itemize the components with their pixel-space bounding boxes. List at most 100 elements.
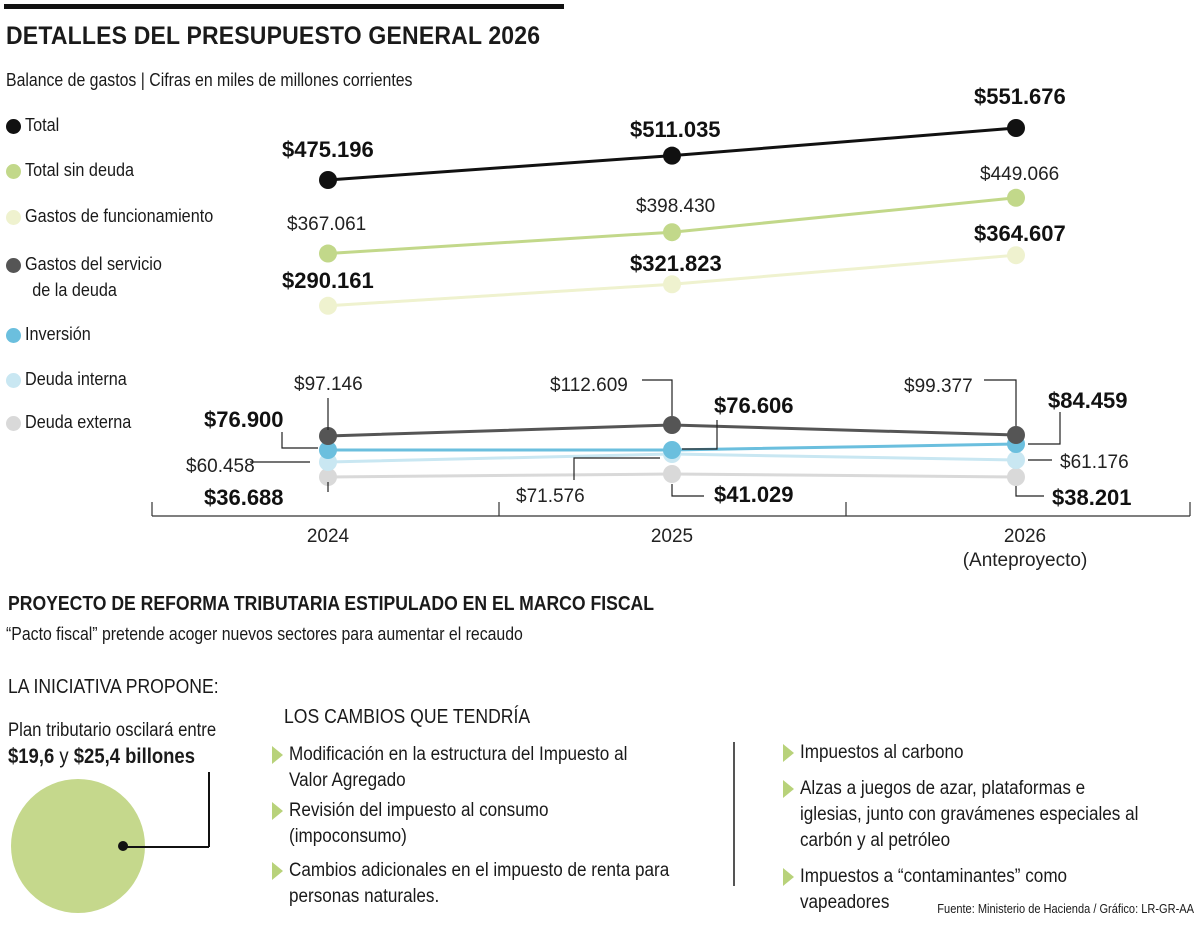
column-divider (733, 742, 735, 886)
data-label: $97.146 (294, 374, 363, 395)
data-label: $36.688 (204, 485, 284, 510)
data-point (1007, 119, 1025, 137)
legend-label: Total sin deuda (25, 160, 134, 180)
bubble-connector (123, 846, 209, 848)
legend-dot-icon (6, 210, 21, 225)
list-item-text: Cambios adicionales en el impuesto de re… (289, 860, 670, 907)
list-item-text: Alzas a juegos de azar, plataformas e ig… (800, 778, 1139, 851)
legend-label: Gastos de funcionamiento (25, 206, 214, 226)
data-point (319, 441, 337, 459)
triangle-bullet-icon (272, 862, 283, 880)
plan-connector: y (54, 745, 74, 768)
data-point (1007, 426, 1025, 444)
data-point (1007, 246, 1025, 265)
legend-item-deuda-externa: Deuda externa (6, 412, 143, 435)
callout-leader (573, 457, 660, 480)
data-point (1007, 188, 1025, 207)
x-tick-label: 2024 (307, 526, 350, 547)
data-point (663, 465, 681, 483)
source-credit: Fuente: Ministerio de Hacienda / Gráfico… (937, 901, 1194, 916)
legend-item-total-sin-deuda: Total sin deuda (6, 160, 146, 183)
data-label: $61.176 (1060, 452, 1129, 473)
legend-label: Gastos del servicio de la deuda (25, 251, 162, 303)
data-label: $398.430 (636, 196, 715, 217)
plan-text: Plan tributario oscilará entre (8, 720, 217, 741)
legend-label-line1: Gastos del servicio (25, 254, 162, 274)
x-tick-sublabel: (Anteproyecto) (963, 550, 1088, 571)
plan-high: $25,4 billones (73, 745, 195, 768)
data-point (319, 244, 337, 263)
data-point (319, 171, 337, 189)
triangle-bullet-icon (783, 868, 794, 886)
list-item: Impuestos a “contaminantes” como vapeado… (783, 864, 1183, 916)
line-chart: 2024 2025 2026 (Anteproyecto) $475.196 $511.0… (151, 84, 1191, 571)
data-label: $112.609 (550, 375, 628, 396)
title-bar-decoration (4, 4, 564, 9)
list-item: Impuestos al carbono (783, 740, 1183, 766)
cambios-list-right: Impuestos al carbono Alzas a juegos de a… (783, 740, 1183, 916)
data-label: $41.029 (714, 482, 794, 507)
legend-label: Inversión (25, 324, 91, 344)
reforma-title: PROYECTO DE REFORMA TRIBUTARIA ESTIPULAD… (8, 593, 655, 615)
triangle-bullet-icon (272, 746, 283, 764)
callout-leader (1028, 412, 1061, 445)
legend-label-line2: de la deuda (32, 280, 117, 300)
legend-dot-icon (6, 416, 21, 431)
data-label: $290.161 (282, 268, 374, 293)
legend-dot-icon (6, 328, 21, 343)
legend-label: Total (25, 115, 60, 135)
data-point (663, 223, 681, 242)
list-item: Cambios adicionales en el impuesto de re… (272, 858, 712, 910)
cambios-heading: LOS CAMBIOS QUE TENDRÍA (284, 706, 531, 728)
data-label: $321.823 (630, 251, 722, 276)
list-item: Alzas a juegos de azar, plataformas e ig… (783, 776, 1183, 854)
legend-item-servicio-deuda: Gastos del servicio de la deuda (6, 254, 177, 303)
legend-dot-icon (6, 164, 21, 179)
cambios-list-left: Modificación en la estructura del Impues… (272, 742, 712, 910)
plan-low: $19,6 (8, 745, 55, 768)
bubble-connector-vertical (208, 772, 210, 847)
data-point (663, 416, 681, 434)
chart-subtitle: Balance de gastos | Cifras en miles de m… (6, 70, 413, 90)
bubble-connector-dot (118, 841, 128, 851)
triangle-bullet-icon (272, 802, 283, 820)
data-label: $38.201 (1052, 485, 1132, 510)
data-point (319, 468, 337, 486)
legend-item-gastos-funcionamiento: Gastos de funcionamiento (6, 206, 234, 229)
list-item: Modificación en la estructura del Impues… (272, 742, 712, 794)
data-label: $99.377 (904, 376, 973, 397)
callout-leader (984, 379, 1017, 426)
data-label: $511.035 (630, 117, 721, 142)
legend-dot-icon (6, 258, 21, 273)
data-point (319, 427, 337, 445)
legend-item-inversion: Inversión (6, 324, 98, 347)
plan-range: $19,6 y $25,4 billones (8, 745, 195, 769)
list-item-text: Impuestos al carbono (800, 742, 964, 763)
legend-item-deuda-interna: Deuda interna (6, 369, 138, 392)
callout-leader (1015, 486, 1044, 497)
legend-dot-icon (6, 119, 21, 134)
data-label: $364.607 (974, 221, 1066, 246)
data-label: $84.459 (1048, 388, 1128, 413)
callout-leader (281, 432, 318, 449)
propone-heading: LA INICIATIVA PROPONE: (8, 676, 219, 698)
callout-leader (682, 420, 718, 450)
data-label: $76.606 (714, 393, 794, 418)
legend-label: Deuda interna (25, 369, 127, 389)
callout-leader (671, 484, 704, 497)
triangle-bullet-icon (783, 780, 794, 798)
data-point (319, 296, 337, 315)
data-point (663, 441, 681, 459)
data-label: $60.458 (186, 456, 255, 477)
data-label: $367.061 (287, 214, 366, 235)
data-point (663, 146, 681, 165)
data-label: $449.066 (980, 164, 1059, 185)
callout-leader (642, 379, 673, 416)
data-point (1007, 451, 1025, 469)
x-tick-label: 2026 (1004, 526, 1046, 547)
list-item: Revisión del impuesto al consumo (impoco… (272, 798, 712, 850)
data-label: $551.676 (974, 84, 1066, 109)
data-label: $475.196 (282, 137, 374, 162)
list-item-text: Modificación en la estructura del Impues… (289, 744, 628, 791)
legend-label: Deuda externa (25, 412, 132, 432)
